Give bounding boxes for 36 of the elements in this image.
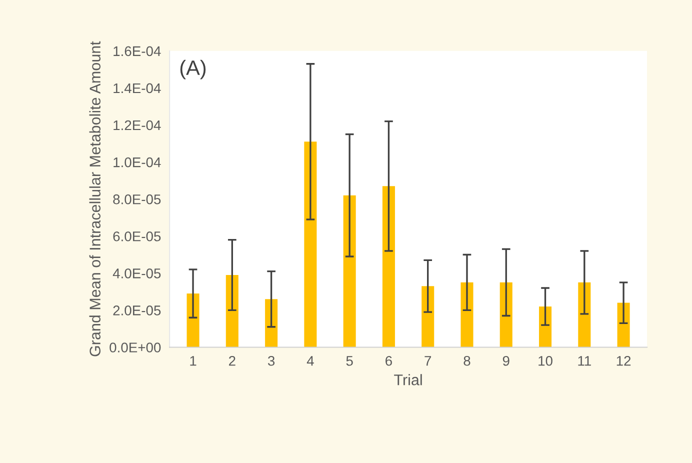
y-tick-label: 1.4E-04 xyxy=(114,83,161,94)
bar xyxy=(343,195,356,348)
y-tick-label: 4.0E-05 xyxy=(112,268,161,278)
bar xyxy=(304,142,317,348)
y-tick-label: 6.0E-05 xyxy=(113,231,161,242)
bar xyxy=(186,294,200,348)
x-tick-label: 10 xyxy=(538,356,552,366)
bar xyxy=(422,286,434,348)
x-tick-label: 3 xyxy=(268,356,275,366)
bar xyxy=(539,306,552,348)
y-tick-label: 1.0E-04 xyxy=(114,157,161,168)
bar xyxy=(617,302,630,348)
y-tick-label: 2.0E-05 xyxy=(113,306,161,316)
y-tick-label: 0.0E+00 xyxy=(110,342,161,352)
x-tick-label: 7 xyxy=(424,356,432,366)
bar xyxy=(382,186,395,348)
y-tick-label: 1.6E-04 xyxy=(114,46,161,56)
x-tick-label: 2 xyxy=(228,356,236,366)
bar xyxy=(460,282,474,348)
bar xyxy=(500,282,512,348)
x-tick-label: 4 xyxy=(306,356,314,366)
x-tick-label: 8 xyxy=(464,356,470,366)
x-tick-label: 5 xyxy=(346,356,353,366)
y-tick-label: 8.0E-05 xyxy=(113,194,161,204)
bar xyxy=(226,275,238,348)
x-axis-title: Trial xyxy=(394,374,422,386)
bar xyxy=(265,299,278,348)
x-tick-label: 1 xyxy=(190,356,196,366)
x-tick-label: 11 xyxy=(578,356,591,366)
x-tick-label: 12 xyxy=(616,356,631,366)
annotation: (A) xyxy=(180,60,206,80)
x-tick-label: 9 xyxy=(502,356,510,366)
y-axis-title: Grand Mean of Intracellular Metabolite Amount xyxy=(89,41,100,356)
y-tick-label: 1.2E-04 xyxy=(114,120,161,130)
x-tick-label: 6 xyxy=(386,356,392,366)
bar xyxy=(578,282,591,348)
